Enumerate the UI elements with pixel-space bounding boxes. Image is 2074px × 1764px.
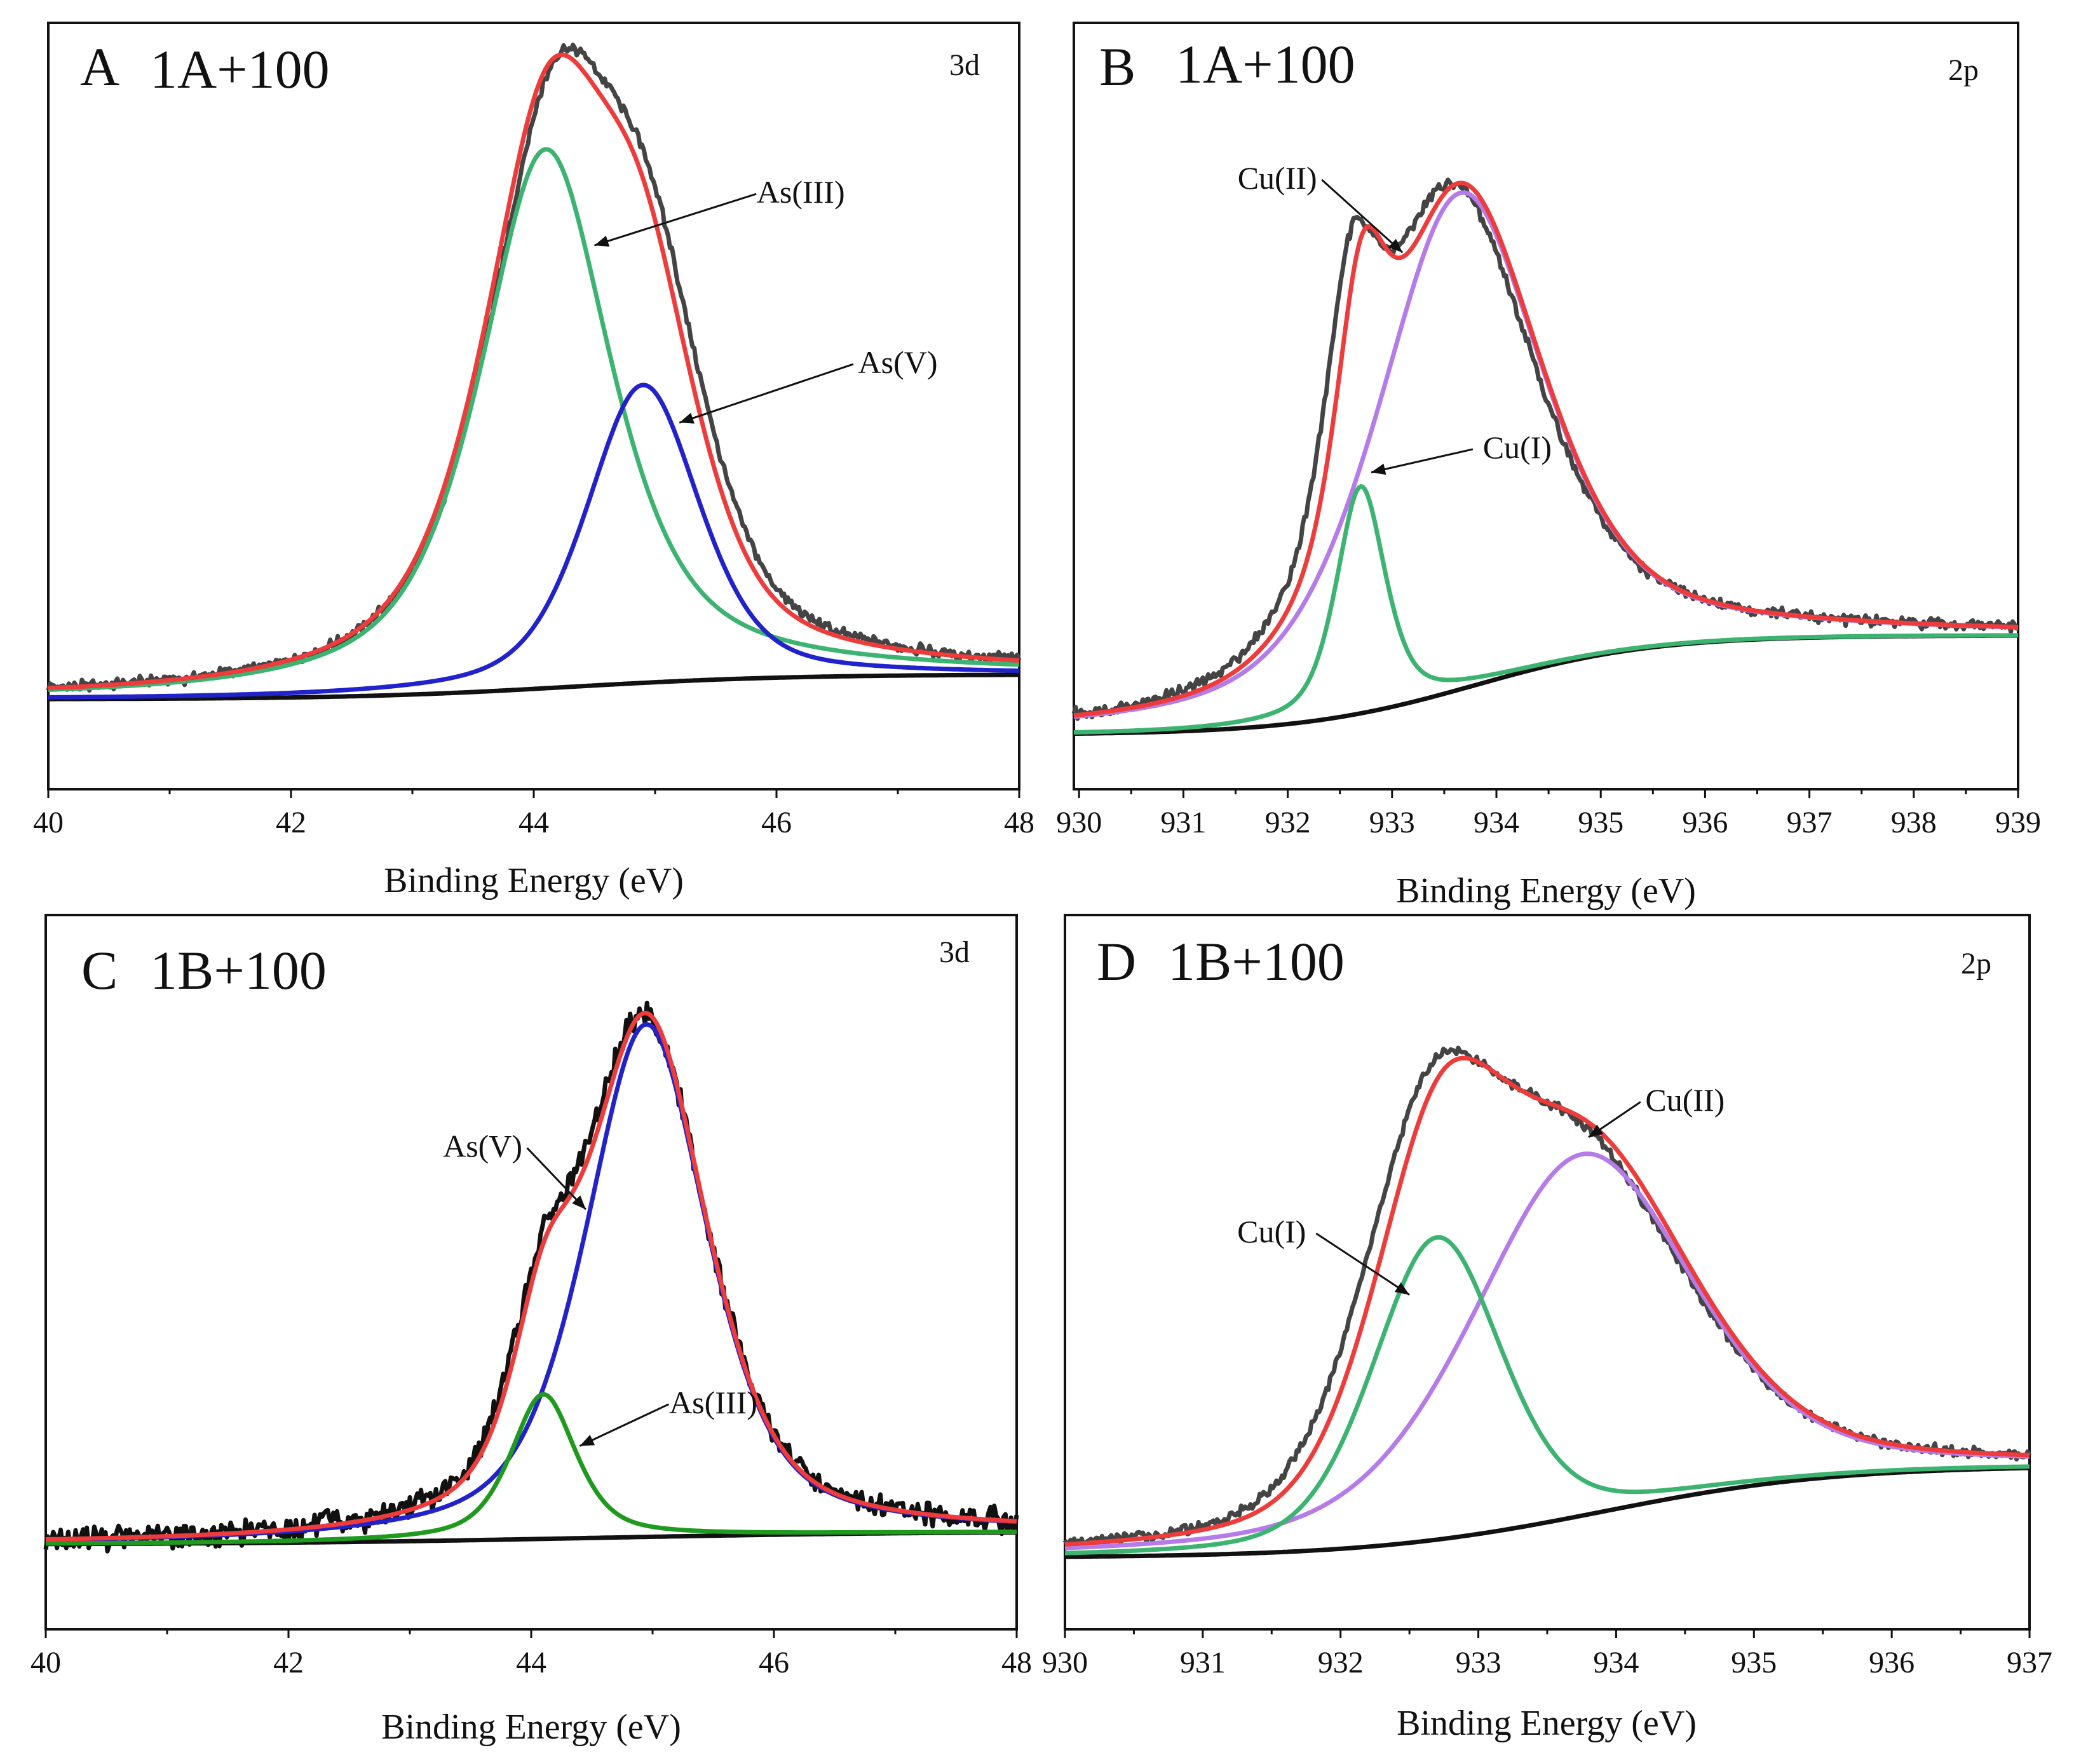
- panel-d-tick-label: 931: [1180, 1646, 1226, 1679]
- panel-c-plot: 40 42 44 46 48 As(V) As(III): [30, 1000, 1032, 1679]
- panel-d-title: 1B+100: [1168, 931, 1345, 992]
- panel-b-plot: 930 931 932 933 934 935 936 937 938 939 Cu(II) Cu(I…: [1056, 160, 2041, 839]
- panel-c: 40 42 44 46 48 As(V) As(III) C 1B+100 3d Bindi…: [30, 914, 1032, 1747]
- panel-a-title: 1A+100: [150, 39, 330, 100]
- panel-d-annotation: Cu(I): [1237, 1214, 1306, 1249]
- panel-d-plot: 930 931 932 933 934 935 936 937 Cu(II) Cu(I): [1042, 1045, 2052, 1679]
- panel-c-arrowhead: [580, 1435, 595, 1446]
- panel-a-xlabel: Binding Energy (eV): [384, 861, 684, 900]
- panel-a-plot: 40 42 44 46 48 As(III) As(V): [33, 43, 1034, 839]
- panel-a-annotation-arrow: [679, 363, 854, 424]
- panel-b-tick-label: 930: [1056, 806, 1102, 839]
- panel-c-tick-label: 40: [30, 1646, 61, 1679]
- panel-b-frame: [1073, 22, 2019, 790]
- panel-b-envelope-line: [1073, 180, 2019, 718]
- panel-d: 930 931 932 933 934 935 936 937 Cu(II) Cu(I) D 1B…: [1042, 914, 2052, 1743]
- panel-a-background-line: [48, 672, 1020, 702]
- panel-b-annotation: Cu(II): [1238, 160, 1317, 196]
- panel-a-arrowhead: [679, 412, 695, 424]
- panel-b-tick-label: 939: [1995, 806, 2041, 839]
- panel-a-orbital: 3d: [949, 48, 980, 82]
- panel-c-envelope-line: [45, 1010, 1017, 1542]
- panel-b-tick-label: 932: [1265, 806, 1311, 839]
- panel-d-annotation-arrow: [1315, 1232, 1410, 1296]
- panel-a: 40 42 44 46 48 As(III) As(V) A 1A+100 3d Bindi…: [33, 22, 1034, 900]
- panel-d-letter: D: [1097, 931, 1136, 992]
- panel-c-component-line: [45, 1392, 1017, 1546]
- panel-d-component-line: [1064, 1235, 2030, 1556]
- panel-b-title: 1A+100: [1176, 34, 1355, 95]
- panel-a-tick-label: 42: [276, 806, 306, 839]
- panel-d-arrowhead: [1589, 1124, 1604, 1137]
- panel-a-annotation: As(V): [858, 344, 938, 380]
- panel-a-tick-label: 44: [518, 806, 549, 839]
- panel-d-tick-label: 932: [1318, 1646, 1364, 1679]
- panel-c-tick-label: 46: [759, 1646, 789, 1679]
- panel-a-arrowhead: [594, 235, 610, 247]
- panel-b-arrowhead: [1388, 238, 1403, 253]
- panel-c-xlabel: Binding Energy (eV): [381, 1707, 681, 1747]
- panel-d-tick-label: 937: [2007, 1646, 2052, 1679]
- panel-d-tick-label: 934: [1593, 1646, 1639, 1679]
- panel-d-xlabel: Binding Energy (eV): [1397, 1704, 1697, 1743]
- panel-c-tick-label: 44: [516, 1646, 546, 1679]
- panel-b: 930 931 932 933 934 935 936 937 938 939 Cu(II) Cu(I…: [1056, 22, 2041, 911]
- panel-b-tick-label: 938: [1891, 806, 1937, 839]
- panel-c-annotation-arrow: [526, 1147, 587, 1211]
- panel-d-tick-label: 936: [1869, 1646, 1915, 1679]
- panel-b-arrowhead: [1371, 463, 1386, 475]
- panel-b-component-line: [1073, 484, 2019, 735]
- panel-a-annotation-arrow: [594, 193, 757, 247]
- panel-b-letter: B: [1099, 36, 1135, 97]
- panel-a-annotation: As(III): [757, 174, 845, 210]
- panel-b-xlabel: Binding Energy (eV): [1396, 871, 1696, 911]
- panel-d-tick-label: 935: [1731, 1646, 1777, 1679]
- panel-b-tick-label: 935: [1578, 806, 1623, 839]
- panel-d-tick-label: 930: [1042, 1646, 1088, 1679]
- panel-b-tick-label: 931: [1160, 806, 1206, 839]
- panel-c-tick-label: 42: [273, 1646, 304, 1679]
- panel-a-tick-label: 40: [33, 806, 64, 839]
- panel-c-annotation-arrow: [579, 1403, 670, 1447]
- panel-a-letter: A: [80, 36, 119, 97]
- panel-a-component-line: [48, 383, 1020, 700]
- panel-d-orbital: 2p: [1961, 947, 1991, 980]
- panel-c-annotation: As(V): [443, 1129, 522, 1164]
- panel-c-letter: C: [81, 940, 118, 1001]
- panel-c-arrowhead: [572, 1195, 586, 1210]
- panel-b-annotation-arrow: [1321, 179, 1404, 254]
- panel-b-annotation: Cu(I): [1483, 430, 1552, 465]
- panel-b-annotation-arrow: [1371, 448, 1474, 473]
- panel-c-tick-label: 48: [1001, 1646, 1032, 1679]
- panel-a-envelope-line: [48, 52, 1020, 691]
- panel-b-tick-label: 934: [1474, 806, 1519, 839]
- panel-c-annotation: As(III): [669, 1385, 757, 1420]
- panel-d-annotation: Cu(II): [1645, 1082, 1725, 1118]
- panel-c-orbital: 3d: [939, 935, 970, 969]
- panel-b-tick-label: 937: [1787, 806, 1833, 839]
- panel-b-tick-label: 933: [1369, 806, 1415, 839]
- panel-d-envelope-line: [1064, 1055, 2030, 1547]
- panel-b-orbital: 2p: [1948, 53, 1979, 87]
- panel-d-component-line: [1064, 1151, 2030, 1550]
- panel-d-tick-label: 933: [1456, 1646, 1501, 1679]
- panel-b-tick-label: 936: [1682, 806, 1728, 839]
- panel-d-background-line: [1064, 1465, 2030, 1559]
- panel-c-title: 1B+100: [150, 940, 327, 1001]
- panel-a-component-line: [48, 147, 1020, 692]
- panel-d-arrowhead: [1394, 1282, 1410, 1295]
- panel-a-tick-label: 48: [1004, 806, 1034, 839]
- panel-a-tick-label: 46: [761, 806, 792, 839]
